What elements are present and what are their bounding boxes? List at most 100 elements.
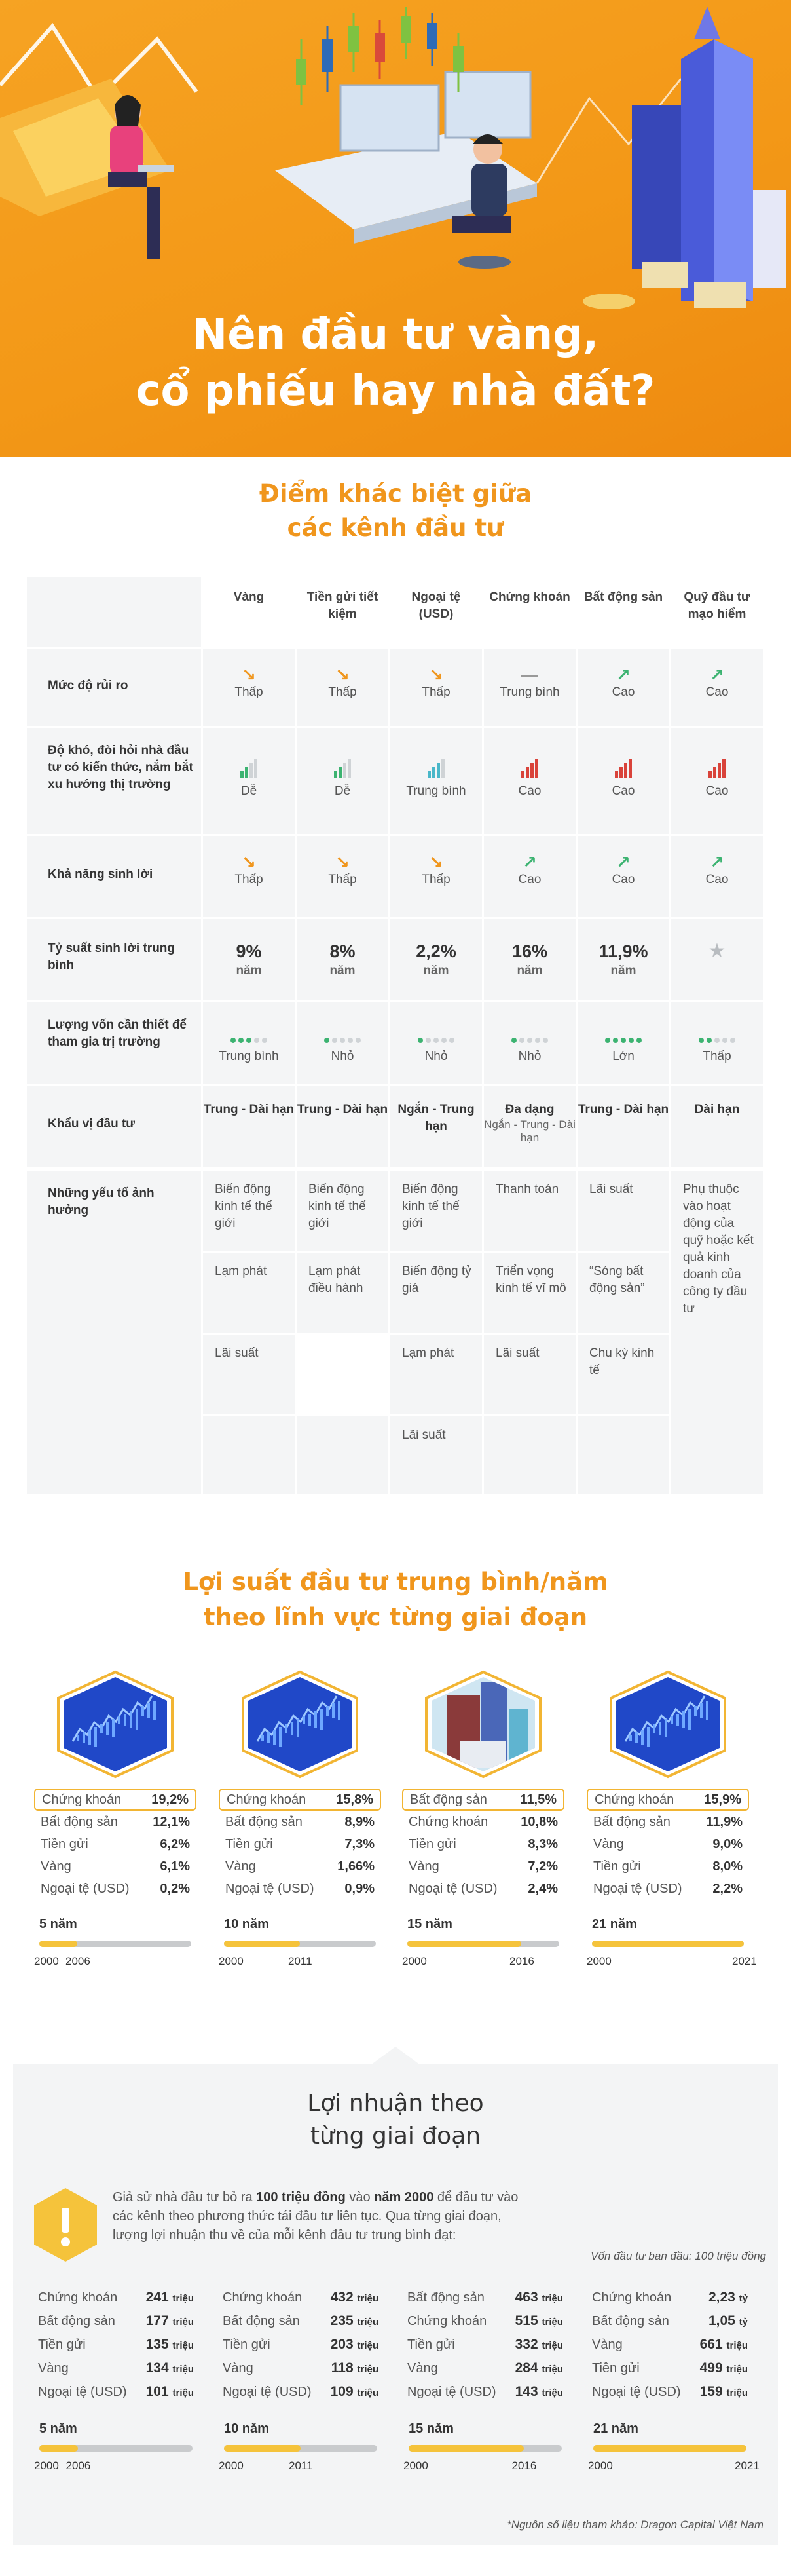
cell-content: 16% năm — [484, 919, 576, 981]
section-pointer — [371, 2047, 420, 2065]
arrow-down-icon: ↘ — [429, 665, 443, 685]
col-header: Chứng khoán — [484, 577, 576, 647]
period-label: 5 năm — [39, 2421, 77, 2436]
cell-value: Cao — [705, 784, 729, 798]
capital-dot — [418, 1038, 423, 1043]
return-row: Chứng khoán 15,8% — [219, 1789, 381, 1811]
cell-content: ↘ Thấp — [390, 649, 482, 701]
asset-name: Ngoại tệ (USD) — [592, 2385, 681, 2399]
factor-cell: Lãi suất — [578, 1171, 669, 1251]
asset-name: Ngoại tệ (USD) — [407, 2385, 496, 2399]
asset-return: 1,66% — [337, 1859, 375, 1874]
asset-name: Vàng — [223, 2361, 253, 2376]
profit-value: 235 — [330, 2313, 358, 2328]
hero-banner: Nên đầu tư vàng, cổ phiếu hay nhà đất? — [0, 0, 791, 457]
cell-value: Thấp — [328, 873, 357, 886]
asset-return: 19,2% — [151, 1792, 189, 1807]
source-note: *Nguồn số liệu tham khảo: Dragon Capital… — [507, 2518, 763, 2531]
intro-text: Giả sử nhà đầu tư bỏ ra — [113, 2190, 257, 2205]
profit-value: 118 — [331, 2360, 358, 2376]
arrow-up-icon: ↗ — [616, 665, 631, 685]
profit-amount: 159 triệu — [700, 2381, 748, 2404]
skyscraper-icon — [632, 7, 786, 301]
capital-dot — [621, 1038, 626, 1043]
capital-dot — [254, 1038, 259, 1043]
profit-row: Bất động sản 1,05 tỷ — [588, 2310, 752, 2334]
level-bar — [624, 763, 627, 778]
level-bar — [713, 767, 716, 778]
level-bar — [718, 763, 721, 778]
return-row: Ngoại tệ (USD) 0,9% — [219, 1878, 381, 1900]
table-cell: Ngắn - Trung hạn — [390, 1086, 482, 1167]
asset-return: 8,0% — [712, 1859, 743, 1874]
profit-row: Vàng 118 triệu — [219, 2357, 382, 2381]
period-label: 10 năm — [224, 2421, 269, 2436]
yield-unit: năm — [236, 964, 262, 977]
asset-name: Vàng — [592, 2338, 623, 2352]
arrow-up-icon: ↗ — [710, 665, 724, 685]
profit-value: 332 — [515, 2337, 542, 2352]
stock-chart-icon — [53, 1669, 177, 1779]
profit-title-line-2: từng giai đoạn — [310, 2123, 481, 2150]
capital-note: Vốn đầu tư ban đầu: 100 triệu đồng — [591, 2250, 766, 2262]
return-row: Ngoại tệ (USD) 2,4% — [402, 1878, 564, 1900]
profit-unit: triệu — [542, 2293, 563, 2304]
profit-value: 159 — [699, 2384, 727, 2399]
end-year: 2011 — [288, 1955, 312, 1967]
level-bar — [526, 767, 529, 778]
col-header: Bất động sản — [578, 577, 669, 647]
table-cell: Dễ — [203, 728, 295, 834]
return-row: Vàng 9,0% — [587, 1833, 749, 1855]
cell-content: Nhỏ — [297, 1002, 388, 1065]
table-cell: Đa dạng Ngắn - Trung - Dài hạn — [484, 1086, 576, 1167]
capital-dot — [543, 1038, 548, 1043]
table-cell: 16% năm — [484, 919, 576, 1000]
desk-illustration — [275, 71, 537, 244]
factor-cell: Chu kỳ kinh tế — [578, 1335, 669, 1414]
end-year: 2016 — [511, 2459, 537, 2472]
cell-value: Cao — [518, 784, 542, 798]
cell-value: Trung bình — [219, 1050, 279, 1063]
level-bars-icon — [615, 759, 632, 778]
cell-content: 8% năm — [297, 919, 388, 981]
capital-dot — [238, 1038, 244, 1043]
asset-return: 6,1% — [160, 1859, 190, 1874]
table-cell: Cao — [578, 728, 669, 834]
timeline-progress — [39, 2445, 78, 2452]
factor-cell: Lãi suất — [390, 1416, 482, 1494]
capital-dot — [230, 1038, 236, 1043]
asset-name: Bất động sản — [38, 2314, 115, 2328]
cell-content: ↗ Cao — [578, 649, 669, 701]
timeline-progress — [224, 2445, 301, 2452]
asset-return: 7,2% — [528, 1859, 558, 1874]
timeline: 15 năm 2000 2016 — [403, 2421, 567, 2480]
returns-title-line-1: Lợi suất đầu tư trung bình/năm — [183, 1568, 608, 1596]
return-row: Vàng 7,2% — [402, 1855, 564, 1878]
asset-name: Bất động sản — [407, 2290, 485, 2305]
asset-name: Tiền gửi — [592, 2361, 640, 2376]
cell-value: Thấp — [703, 1050, 731, 1063]
returns-panel: Bất động sản 11,5% Chứng khoán 10,8% Tiền gử… — [402, 1669, 564, 1976]
capital-dot — [707, 1038, 712, 1043]
compare-title-line-1: Điểm khác biệt giữa — [259, 480, 532, 508]
profit-value: 241 — [145, 2290, 173, 2305]
profit-value: 143 — [515, 2384, 542, 2399]
intro-text: vào — [345, 2190, 375, 2205]
capital-dot — [324, 1038, 329, 1043]
investment-illustration — [0, 7, 786, 309]
asset-name: Vàng — [38, 2361, 69, 2376]
woman-figure — [108, 95, 174, 259]
asset-name: Vàng — [593, 1837, 624, 1851]
comparison-table: Vàng Tiền gửi tiết kiệm Ngoại tệ (USD) C… — [25, 575, 765, 1496]
intro-text: để đầu tư vào các kênh theo phương thức … — [113, 2190, 519, 2243]
asset-return: 0,2% — [160, 1882, 190, 1896]
asset-name: Tiền gửi — [41, 1837, 88, 1851]
cell-value: Cao — [612, 784, 635, 798]
return-row: Bất động sản 12,1% — [34, 1811, 196, 1833]
cell-content: Thấp — [671, 1002, 763, 1065]
profit-row: Bất động sản 235 triệu — [219, 2310, 382, 2334]
asset-return: 2,2% — [712, 1882, 743, 1896]
capital-dot — [246, 1038, 251, 1043]
man-figure — [452, 134, 511, 269]
cell-value: Nhỏ — [518, 1050, 542, 1063]
